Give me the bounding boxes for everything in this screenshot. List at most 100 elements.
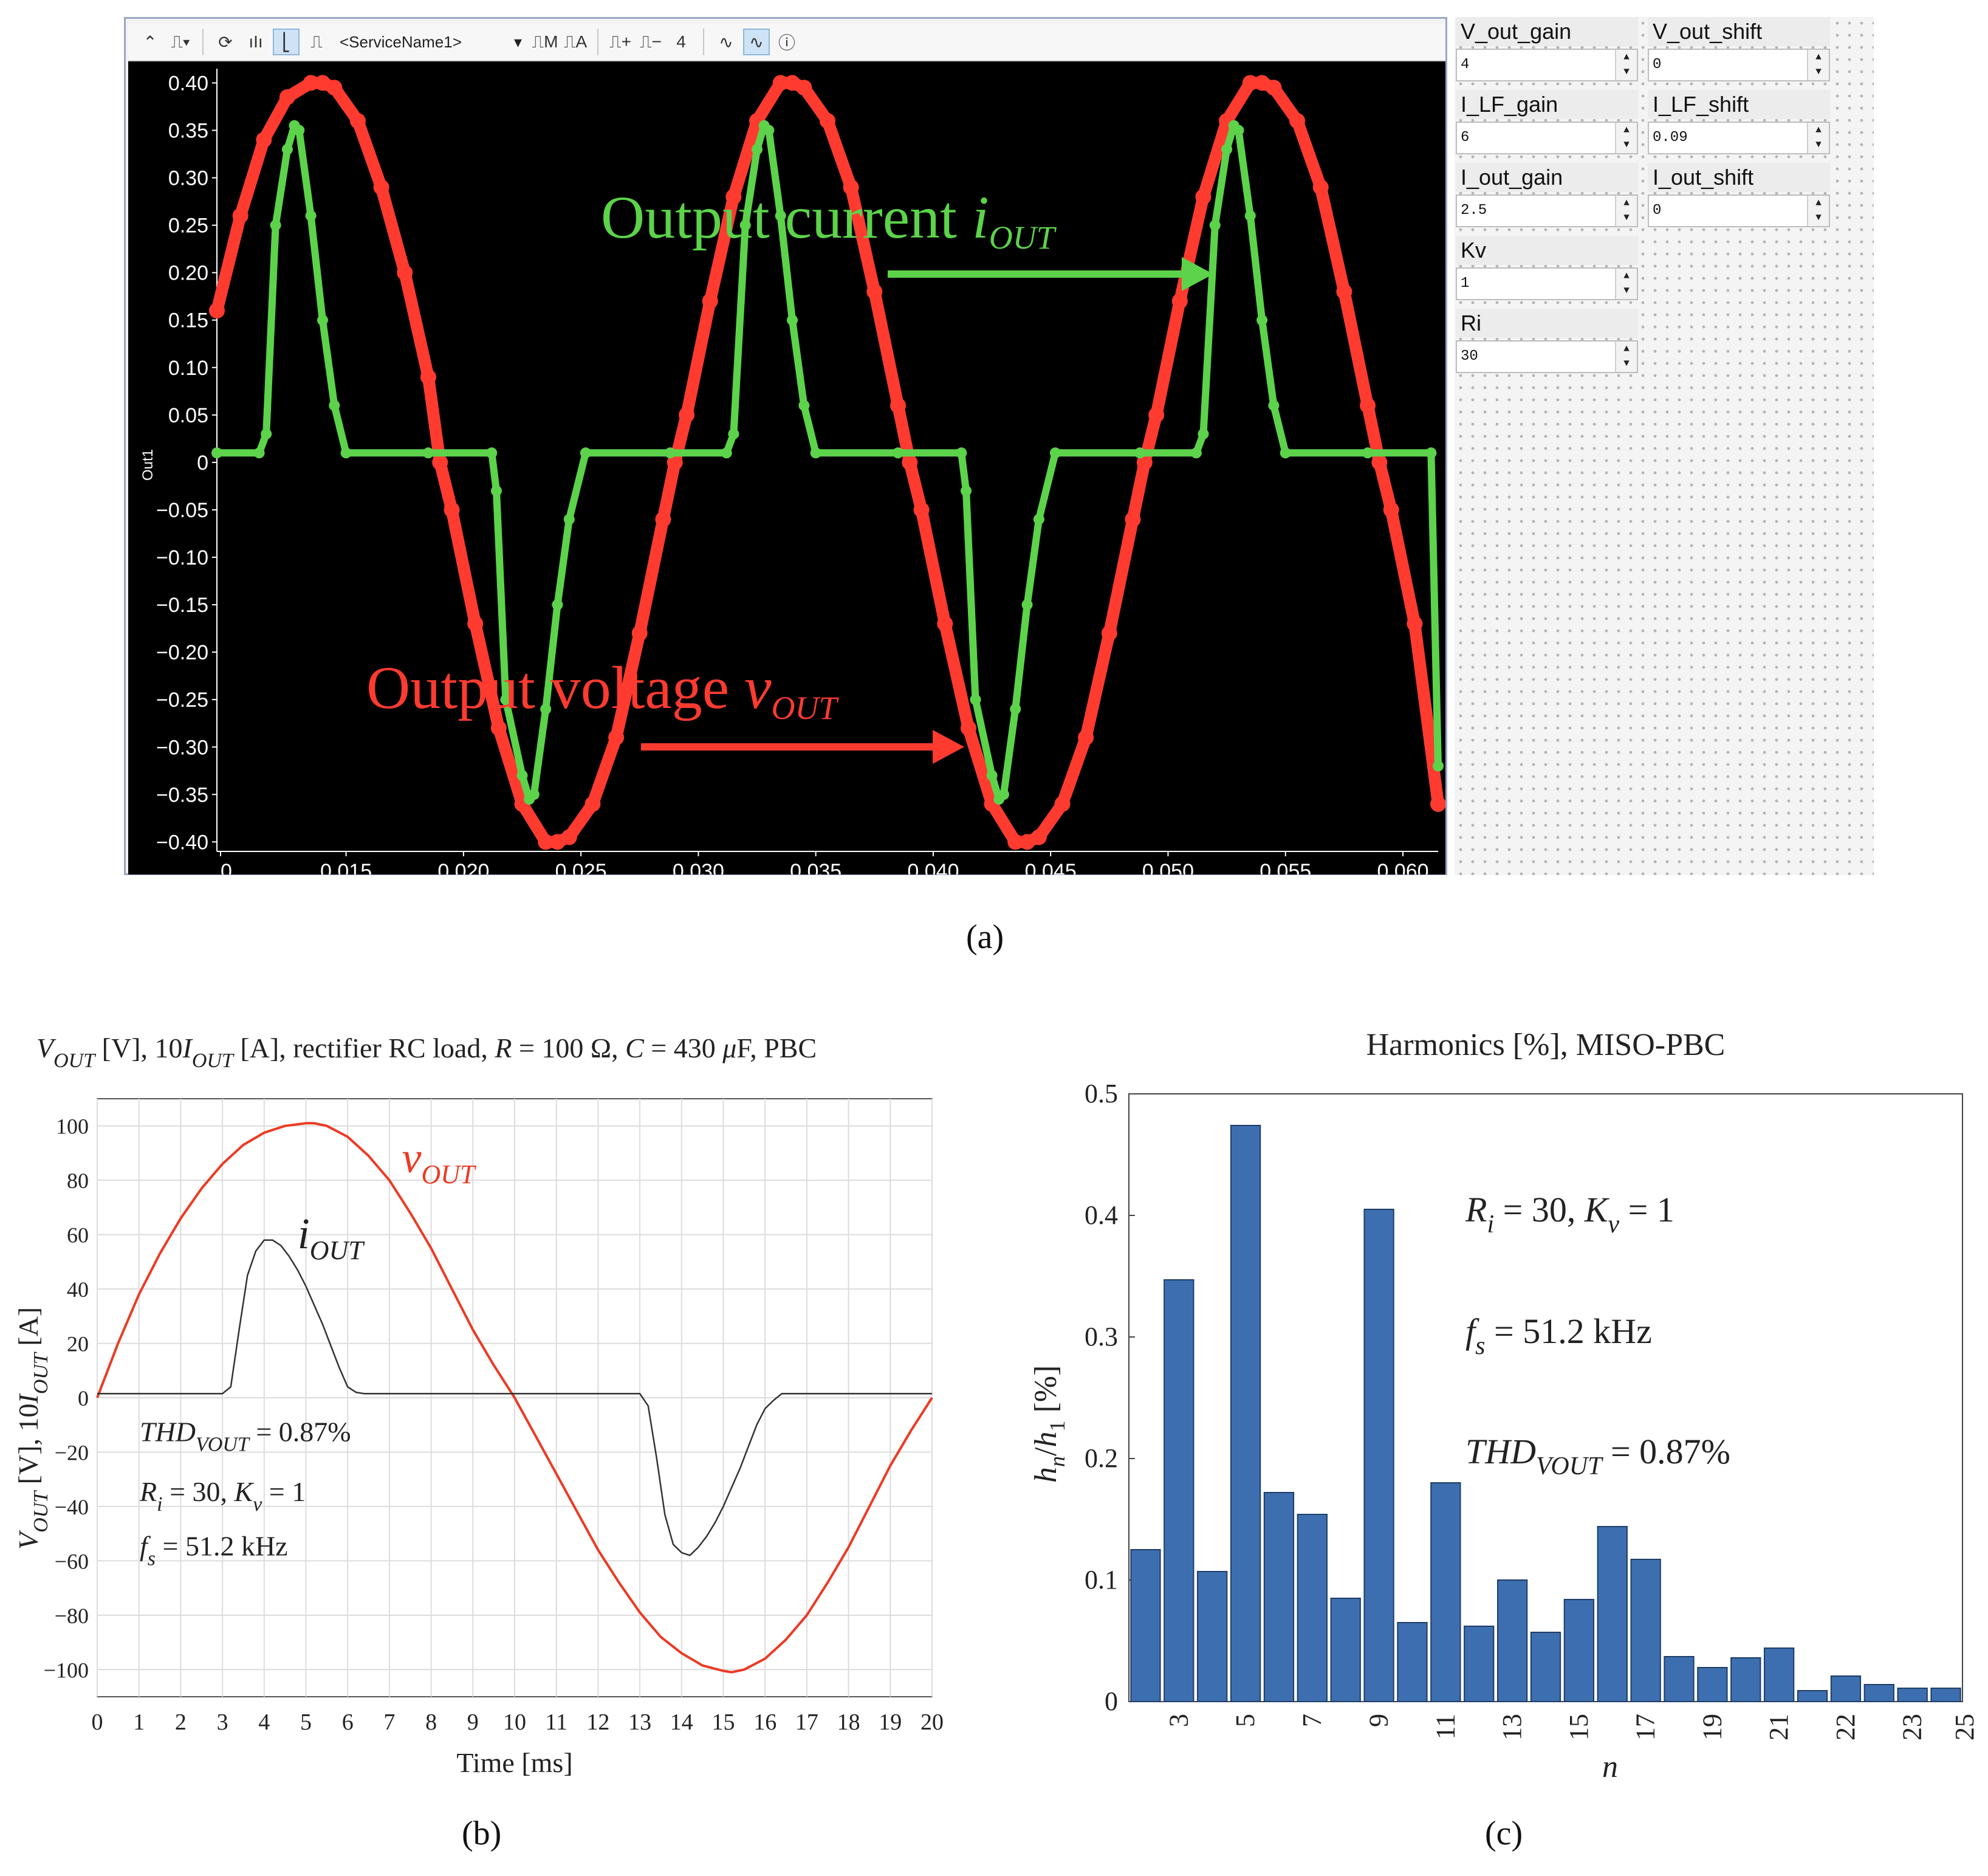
- b-ylabel-part: I: [13, 1393, 44, 1404]
- b-ylabel-part: [V], 10: [13, 1404, 44, 1491]
- caret-up-icon[interactable]: ⌃: [143, 32, 157, 52]
- param-input[interactable]: 0 ▲ ▼: [1648, 194, 1830, 227]
- scope-plot: 0.400.350.300.250.200.150.100.050−0.05−0…: [128, 61, 1445, 874]
- spinner-icon[interactable]: ▲ ▼: [1615, 342, 1637, 372]
- b-title-part: OUT: [192, 1050, 235, 1072]
- bar-mode-icon[interactable]: ıIı: [249, 32, 263, 51]
- scope-x-tick-label: 0.040: [907, 860, 959, 874]
- c-x-tick-label: 19: [1697, 1714, 1727, 1740]
- param-input[interactable]: 0.09 ▲ ▼: [1648, 122, 1830, 154]
- service-select[interactable]: <ServiceName1> ▾: [334, 29, 528, 55]
- c-bar: [1464, 1626, 1495, 1702]
- b-title-part: C: [625, 1032, 645, 1063]
- b-x-tick-label: 11: [545, 1709, 567, 1735]
- b-iout-label: iOUT: [298, 1209, 366, 1265]
- voltage-point: [209, 303, 225, 319]
- scope-x-tick-label: 0.015: [320, 860, 372, 874]
- spinner-icon[interactable]: ▲ ▼: [1807, 50, 1829, 80]
- param-value: 4: [1461, 57, 1470, 73]
- c-bar: [1263, 1492, 1295, 1702]
- voltage-point: [584, 795, 601, 812]
- current-point: [1049, 447, 1061, 459]
- param-input[interactable]: 4 ▲ ▼: [1456, 49, 1638, 81]
- b-y-tick-label: 100: [56, 1115, 89, 1139]
- chevron-down-icon: ▾: [513, 32, 522, 51]
- zoom-in-icon[interactable]: ⎍+: [609, 32, 631, 51]
- b-ylabel-part: [A]: [13, 1307, 44, 1353]
- spinner-icon[interactable]: ▲ ▼: [1615, 50, 1637, 80]
- current-point: [422, 447, 434, 459]
- voltage-point: [1266, 80, 1282, 96]
- spinner-icon[interactable]: ▲ ▼: [1807, 196, 1829, 226]
- pulse-a-icon[interactable]: ⎍A: [563, 32, 588, 51]
- param-value: 30: [1461, 348, 1478, 365]
- c-bar: [1230, 1125, 1261, 1702]
- current-point: [775, 210, 786, 221]
- voltage-point: [679, 407, 695, 423]
- voltage-point: [1336, 283, 1352, 300]
- c-bar: [1930, 1688, 1961, 1702]
- step-mode-icon[interactable]: ⎣: [273, 29, 300, 55]
- b-title-part: V: [36, 1032, 57, 1063]
- panel-c-chart: 0 0.1 0.2 0.3 0.4 0.5 3 5 7 9 11 13 15 17 19 21 22 23 25 H…: [1029, 1028, 1979, 1784]
- param-input[interactable]: 30 ▲ ▼: [1456, 340, 1638, 373]
- current-point: [961, 485, 972, 496]
- c-ylabel: hn/h1 [%]: [1029, 1366, 1069, 1483]
- info-icon[interactable]: ⓘ: [778, 33, 795, 52]
- current-point: [1209, 219, 1221, 231]
- current-annotation-text: Output current: [601, 184, 972, 251]
- sine-dots-icon[interactable]: ∿: [743, 29, 770, 55]
- b-x-tick-label: 15: [712, 1709, 735, 1735]
- pulse-dropdown-icon[interactable]: ⎍▾: [171, 32, 190, 51]
- c-bar: [1164, 1279, 1195, 1702]
- b-ylabel: VOUT [V], 10IOUT [A]: [13, 1307, 52, 1550]
- voltage-arrowhead: [933, 730, 964, 764]
- b-xlabel: Time [ms]: [456, 1747, 572, 1778]
- pulse-m-icon[interactable]: ⎍M: [532, 32, 558, 51]
- b-y-tick-label: 60: [67, 1223, 89, 1248]
- voltage-point: [432, 454, 448, 470]
- b-annotation: THDVOUT = 0.87%: [140, 1417, 351, 1456]
- voltage-point: [820, 112, 835, 129]
- b-title-part: μ: [722, 1032, 736, 1063]
- param-i-out-shift: I_out_shift 0 ▲ ▼: [1648, 163, 1830, 231]
- spinner-icon[interactable]: ▲ ▼: [1615, 123, 1637, 153]
- voltage-point: [1136, 454, 1153, 470]
- refresh-icon[interactable]: ⟳: [218, 32, 233, 52]
- param-value: 2.5: [1461, 202, 1487, 219]
- current-point: [261, 428, 272, 440]
- c-bar: [1664, 1656, 1695, 1702]
- param-input[interactable]: 2.5 ▲ ▼: [1456, 194, 1638, 227]
- b-y-tick-label: 0: [78, 1386, 89, 1410]
- c-bar: [1530, 1632, 1561, 1702]
- zoom-out-icon[interactable]: ⎍−: [640, 32, 662, 51]
- current-point: [1221, 143, 1233, 155]
- current-point: [552, 599, 563, 611]
- b-x-tick-label: 6: [342, 1709, 354, 1735]
- param-input[interactable]: 6 ▲ ▼: [1456, 122, 1638, 154]
- scope-x-tick-label: 0.055: [1260, 860, 1311, 874]
- b-x-tick-label: 5: [300, 1709, 312, 1735]
- voltage-point: [1171, 293, 1188, 309]
- b-x-tick-label: 2: [175, 1709, 187, 1735]
- b-y-tick-label: −80: [55, 1604, 89, 1628]
- param-input[interactable]: 0 ▲ ▼: [1648, 49, 1830, 81]
- param-input[interactable]: 1 ▲ ▼: [1456, 267, 1638, 300]
- b-title-part: F, PBC: [736, 1032, 817, 1063]
- sine-icon[interactable]: ∿: [719, 32, 733, 52]
- voltage-annotation-var: v: [744, 654, 772, 721]
- trigger-icon[interactable]: ⎍: [310, 32, 323, 51]
- b-x-tick-label: 1: [133, 1709, 145, 1735]
- scope-y-tick-label: −0.20: [156, 641, 208, 664]
- scope-y-tick-label: 0.35: [168, 119, 208, 142]
- spinner-icon[interactable]: ▲ ▼: [1807, 123, 1829, 153]
- c-x-tick-label: 21: [1764, 1714, 1794, 1740]
- current-point: [1433, 760, 1444, 772]
- current-point: [486, 447, 498, 459]
- scope-y-tick-label: −0.10: [156, 546, 208, 569]
- c-x-tick-label: 7: [1297, 1714, 1327, 1727]
- spinner-icon[interactable]: ▲ ▼: [1615, 196, 1637, 226]
- current-point: [329, 400, 340, 411]
- b-y-tick-label: 20: [67, 1332, 89, 1356]
- spinner-icon[interactable]: ▲ ▼: [1615, 269, 1637, 299]
